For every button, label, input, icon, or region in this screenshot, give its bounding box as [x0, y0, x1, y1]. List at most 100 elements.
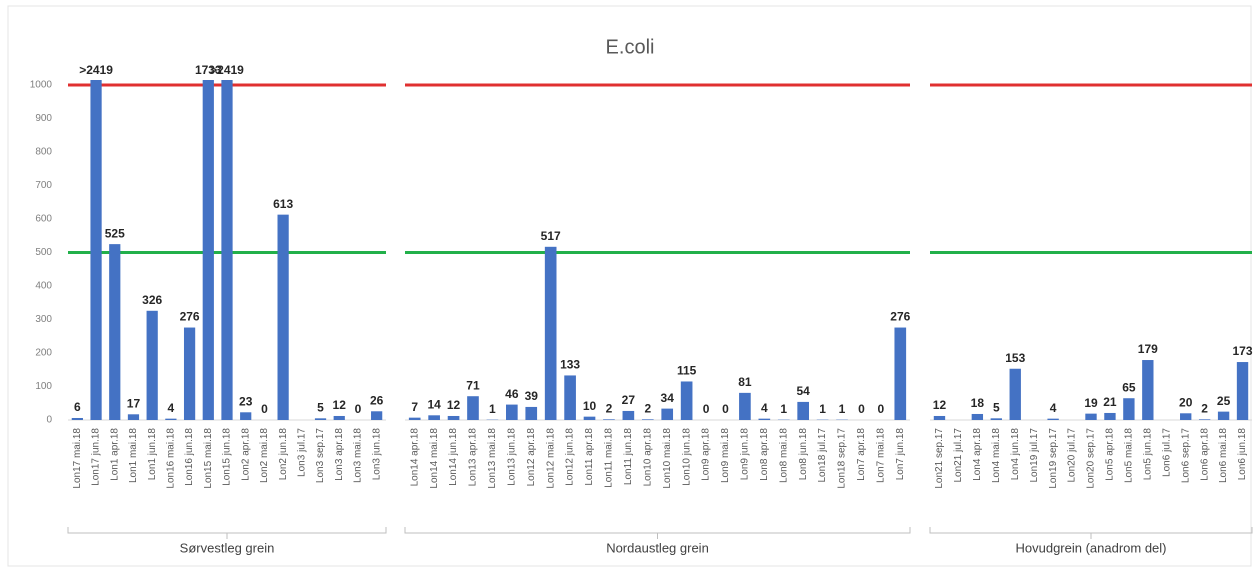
bar	[1236, 362, 1249, 420]
x-tick-label: Lon19 jul.17	[1029, 428, 1040, 483]
data-label: 17	[127, 396, 141, 410]
y-tick-label: 1000	[30, 80, 53, 91]
x-tick-label: Lon13 apr.18	[468, 428, 479, 487]
x-tick-label: Lon2 jun.18	[278, 428, 289, 481]
bar	[277, 214, 289, 420]
data-label: 25	[1217, 394, 1231, 408]
x-tick-label: Lon5 jun.18	[1142, 428, 1153, 481]
bar	[428, 415, 440, 420]
data-label: 1733	[195, 63, 222, 77]
data-label: 12	[447, 398, 461, 412]
bar	[1142, 360, 1154, 420]
y-tick-label: 400	[35, 281, 52, 292]
data-label: 0	[722, 402, 729, 416]
x-tick-label: Lon3 jul.17	[296, 428, 307, 477]
data-label: 54	[796, 384, 810, 398]
x-tick-label: Lon3 sep.17	[315, 428, 326, 483]
x-tick-label: Lon16 mai.18	[166, 428, 177, 489]
data-label: 0	[355, 402, 362, 416]
x-tick-label: Lon17 mai.18	[72, 428, 83, 489]
data-label: 6	[74, 400, 81, 414]
data-label: 4	[1050, 401, 1057, 415]
bar	[603, 419, 615, 420]
x-tick-label: Lon3 apr.18	[334, 428, 345, 481]
y-tick-label: 800	[35, 147, 52, 158]
data-label: 12	[333, 398, 347, 412]
bar	[408, 417, 421, 420]
bar	[183, 327, 196, 420]
data-label: 2	[1201, 402, 1208, 416]
bar	[1198, 419, 1211, 420]
x-tick-label: Lon6 apr.18	[1199, 428, 1210, 481]
x-tick-label: Lon7 jun.18	[895, 428, 906, 481]
data-label: 525	[105, 226, 125, 240]
data-label: 115	[677, 364, 697, 378]
data-label: 5	[317, 400, 324, 414]
x-tick-label: Lon3 mai.18	[353, 428, 364, 483]
x-tick-label: Lon16 jun.18	[184, 428, 195, 486]
bar	[544, 246, 557, 420]
bar	[1123, 398, 1135, 420]
x-tick-label: Lon6 sep.17	[1180, 428, 1191, 483]
x-tick-label: Lon14 mai.18	[429, 428, 440, 489]
x-tick-label: Lon11 apr.18	[584, 428, 595, 486]
bar	[202, 80, 214, 420]
x-tick-label: Lon3 jun.18	[371, 428, 382, 481]
x-tick-label: Lon8 apr.18	[759, 428, 770, 481]
x-tick-label: Lon2 mai.18	[259, 428, 270, 483]
bar	[506, 404, 518, 420]
bar	[1104, 412, 1116, 420]
bar	[971, 413, 984, 420]
bar	[447, 415, 460, 420]
x-tick-label: Lon17 jun.18	[91, 428, 102, 486]
data-label: 0	[878, 402, 885, 416]
y-tick-label: 500	[35, 247, 52, 258]
group-label: Sørvestleg grein	[180, 540, 275, 555]
chart-title: E.coli	[606, 36, 655, 58]
data-label: 1	[489, 402, 496, 416]
x-tick-label: Lon14 jun.18	[448, 428, 459, 486]
y-tick-label: 300	[35, 314, 52, 325]
data-label: 14	[427, 397, 441, 411]
bar	[240, 412, 252, 420]
x-tick-label: Lon11 jun.18	[623, 428, 634, 486]
data-label: 19	[1084, 396, 1098, 410]
data-label: 326	[142, 293, 162, 307]
bar	[333, 415, 345, 420]
bar	[146, 310, 158, 420]
x-tick-label: Lon8 mai.18	[778, 428, 789, 483]
data-label: 1	[839, 402, 846, 416]
group-label: Nordaustleg grein	[606, 540, 709, 555]
bar	[797, 401, 809, 420]
y-tick-label: 100	[35, 381, 52, 392]
bar	[71, 417, 83, 420]
y-tick-label: 600	[35, 214, 52, 225]
x-tick-label: Lon1 apr.18	[109, 428, 120, 481]
data-label: 4	[168, 401, 175, 415]
bar	[758, 418, 771, 420]
x-tick-label: Lon9 jun.18	[740, 428, 751, 481]
x-tick-label: Lon12 mai.18	[545, 428, 556, 489]
data-label: 1	[780, 402, 787, 416]
bar	[894, 327, 907, 420]
x-tick-label: Lon8 jun.18	[798, 428, 809, 481]
chart-frame	[7, 5, 1252, 567]
bar	[127, 414, 140, 420]
data-label: 46	[505, 387, 519, 401]
x-tick-label: Lon9 apr.18	[701, 428, 712, 481]
x-tick-label: Lon19 sep.17	[1048, 428, 1059, 489]
data-label: 179	[1138, 342, 1158, 356]
bar	[661, 408, 674, 420]
x-tick-label: Lon21 jul.17	[953, 428, 964, 483]
x-tick-label: Lon20 jul.17	[1067, 428, 1078, 483]
x-tick-label: Lon14 apr.18	[409, 428, 420, 487]
data-label: 4	[761, 401, 768, 415]
bar	[1217, 411, 1230, 420]
bar	[165, 418, 177, 420]
data-label: >2419	[210, 63, 244, 77]
data-label: 5	[993, 400, 1000, 414]
data-label: 12	[933, 398, 947, 412]
bar	[221, 80, 233, 420]
x-tick-label: Lon13 mai.18	[487, 428, 498, 489]
data-label: 2	[606, 402, 613, 416]
